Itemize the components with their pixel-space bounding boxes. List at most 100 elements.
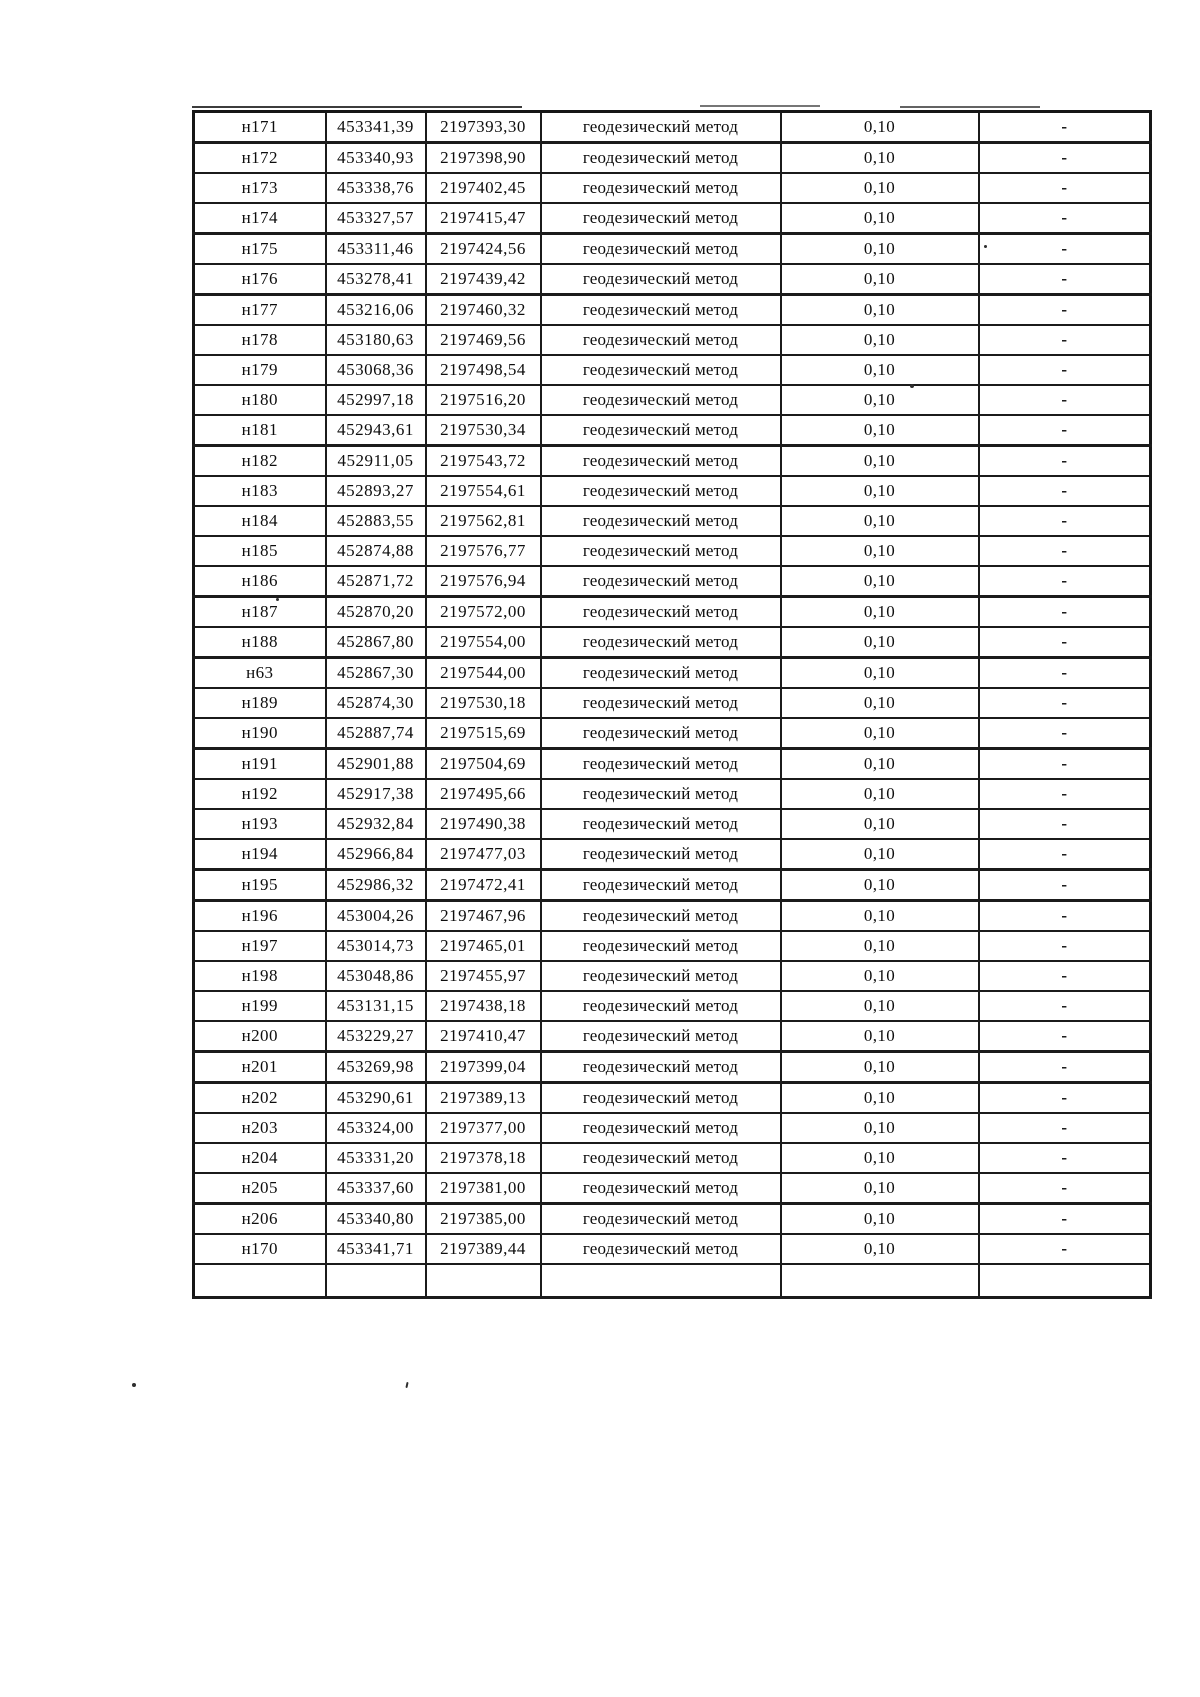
- y-coordinate-cell: 2197399,04: [424, 1050, 542, 1084]
- precision-cell: 0,10: [779, 868, 980, 902]
- note-cell: -: [977, 505, 1152, 537]
- table-row: н187 452870,20 2197572,00 геодезический …: [192, 595, 1152, 628]
- method-cell: геодезический метод: [539, 354, 782, 386]
- scan-artifact-line: [900, 106, 1040, 108]
- table-row: н181 452943,61 2197530,34 геодезический …: [192, 414, 1152, 447]
- y-coordinate-cell: 2197516,20: [424, 384, 542, 416]
- point-label-cell: н192: [192, 778, 327, 810]
- point-label-cell: н190: [192, 717, 327, 750]
- x-coordinate-cell: 453324,00: [324, 1112, 427, 1144]
- table-row: н198 453048,86 2197455,97 геодезический …: [192, 960, 1152, 992]
- x-coordinate-cell: 452867,30: [324, 656, 427, 689]
- x-coordinate-cell: 453278,41: [324, 263, 427, 296]
- precision-cell: 0,10: [779, 626, 980, 659]
- method-cell: геодезический метод: [539, 444, 782, 477]
- table-row: н190 452887,74 2197515,69 геодезический …: [192, 717, 1152, 750]
- precision-cell: 0,10: [779, 838, 980, 871]
- table-row: н178 453180,63 2197469,56 геодезический …: [192, 324, 1152, 356]
- table-row: н195 452986,32 2197472,41 геодезический …: [192, 868, 1152, 902]
- note-cell: -: [977, 595, 1152, 628]
- point-label-cell: н196: [192, 899, 327, 932]
- y-coordinate-cell: 2197393,30: [424, 110, 542, 144]
- table-row: н192 452917,38 2197495,66 геодезический …: [192, 778, 1152, 810]
- y-coordinate-cell: 2197576,94: [424, 565, 542, 598]
- point-label-cell: н185: [192, 535, 327, 567]
- note-cell: -: [977, 232, 1152, 265]
- note-cell: -: [977, 263, 1152, 296]
- method-cell: геодезический метод: [539, 172, 782, 204]
- x-coordinate-cell: 453048,86: [324, 960, 427, 992]
- table-row: н201 453269,98 2197399,04 геодезический …: [192, 1050, 1152, 1084]
- point-label-cell: н182: [192, 444, 327, 477]
- x-coordinate-cell: 452911,05: [324, 444, 427, 477]
- precision-cell: 0,10: [779, 747, 980, 780]
- point-label-cell: н173: [192, 172, 327, 204]
- precision-cell: 0,10: [779, 505, 980, 537]
- x-coordinate-cell: 453341,39: [324, 110, 427, 144]
- precision-cell: 0,10: [779, 384, 980, 416]
- table-row: н191 452901,88 2197504,69 геодезический …: [192, 747, 1152, 780]
- precision-cell: 0,10: [779, 1112, 980, 1144]
- point-label-cell: н184: [192, 505, 327, 537]
- table-row: н200 453229,27 2197410,47 геодезический …: [192, 1020, 1152, 1053]
- table-row: н204 453331,20 2197378,18 геодезический …: [192, 1142, 1152, 1174]
- note-cell: -: [977, 687, 1152, 719]
- note-cell: -: [977, 172, 1152, 204]
- method-cell: геодезический метод: [539, 1081, 782, 1114]
- y-coordinate-cell: 2197554,00: [424, 626, 542, 659]
- empty-cell: [539, 1263, 782, 1299]
- y-coordinate-cell: 2197495,66: [424, 778, 542, 810]
- y-coordinate-cell: 2197562,81: [424, 505, 542, 537]
- method-cell: геодезический метод: [539, 141, 782, 174]
- y-coordinate-cell: 2197467,96: [424, 899, 542, 932]
- precision-cell: 0,10: [779, 354, 980, 386]
- point-label-cell: н186: [192, 565, 327, 598]
- table-row: н188 452867,80 2197554,00 геодезический …: [192, 626, 1152, 659]
- y-coordinate-cell: 2197455,97: [424, 960, 542, 992]
- empty-row: [192, 1263, 1152, 1299]
- method-cell: геодезический метод: [539, 656, 782, 689]
- precision-cell: 0,10: [779, 293, 980, 326]
- ink-speck: [132, 1383, 136, 1387]
- x-coordinate-cell: 452966,84: [324, 838, 427, 871]
- method-cell: геодезический метод: [539, 565, 782, 598]
- y-coordinate-cell: 2197477,03: [424, 838, 542, 871]
- y-coordinate-cell: 2197543,72: [424, 444, 542, 477]
- point-label-cell: н175: [192, 232, 327, 265]
- x-coordinate-cell: 453004,26: [324, 899, 427, 932]
- note-cell: -: [977, 444, 1152, 477]
- method-cell: геодезический метод: [539, 1202, 782, 1235]
- table-row: н199 453131,15 2197438,18 геодезический …: [192, 990, 1152, 1022]
- precision-cell: 0,10: [779, 808, 980, 840]
- note-cell: -: [977, 717, 1152, 750]
- point-label-cell: н172: [192, 141, 327, 174]
- note-cell: -: [977, 565, 1152, 598]
- precision-cell: 0,10: [779, 1081, 980, 1114]
- precision-cell: 0,10: [779, 1142, 980, 1174]
- method-cell: геодезический метод: [539, 717, 782, 750]
- x-coordinate-cell: 453014,73: [324, 930, 427, 962]
- table-row: н177 453216,06 2197460,32 геодезический …: [192, 293, 1152, 326]
- y-coordinate-cell: 2197465,01: [424, 930, 542, 962]
- point-label-cell: н170: [192, 1233, 327, 1265]
- table-row: н174 453327,57 2197415,47 геодезический …: [192, 202, 1152, 235]
- x-coordinate-cell: 453180,63: [324, 324, 427, 356]
- method-cell: геодезический метод: [539, 1233, 782, 1265]
- precision-cell: 0,10: [779, 1172, 980, 1205]
- method-cell: геодезический метод: [539, 778, 782, 810]
- precision-cell: 0,10: [779, 565, 980, 598]
- point-label-cell: н200: [192, 1020, 327, 1053]
- precision-cell: 0,10: [779, 595, 980, 628]
- note-cell: -: [977, 1050, 1152, 1084]
- table-row: н179 453068,36 2197498,54 геодезический …: [192, 354, 1152, 386]
- x-coordinate-cell: 453337,60: [324, 1172, 427, 1205]
- note-cell: -: [977, 1233, 1152, 1265]
- y-coordinate-cell: 2197554,61: [424, 475, 542, 507]
- precision-cell: 0,10: [779, 110, 980, 144]
- x-coordinate-cell: 453229,27: [324, 1020, 427, 1053]
- precision-cell: 0,10: [779, 141, 980, 174]
- precision-cell: 0,10: [779, 960, 980, 992]
- note-cell: -: [977, 1112, 1152, 1144]
- note-cell: -: [977, 990, 1152, 1022]
- point-label-cell: н183: [192, 475, 327, 507]
